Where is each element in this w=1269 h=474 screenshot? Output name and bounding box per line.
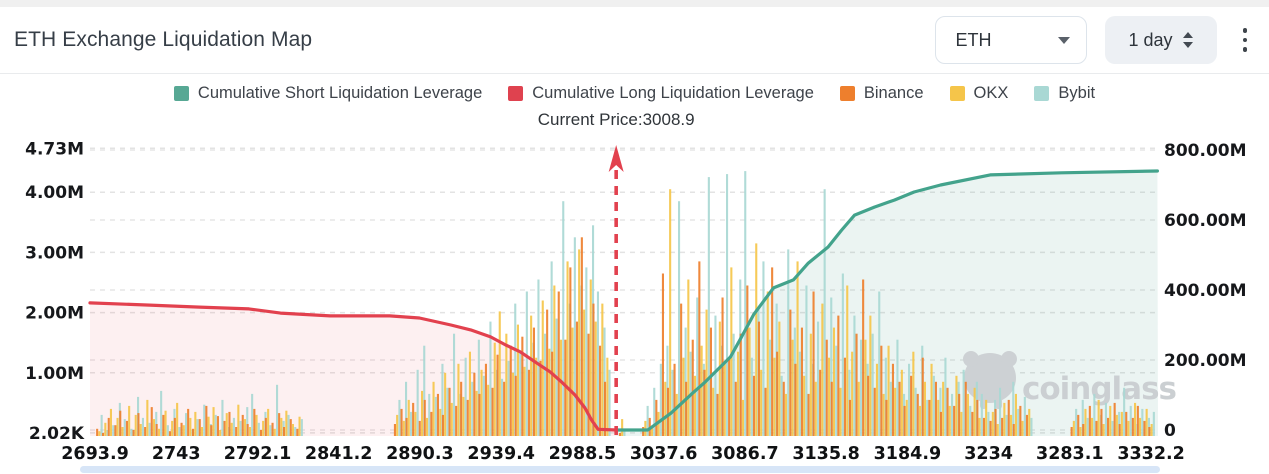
legend-swatch-bybit <box>1034 86 1050 101</box>
svg-text:2.02K: 2.02K <box>29 424 85 444</box>
chevron-up-icon <box>1182 32 1193 38</box>
legend-swatch-long <box>508 86 524 101</box>
more-options-button[interactable] <box>1235 22 1256 58</box>
current-price-marker <box>608 145 624 436</box>
kebab-dot <box>1242 47 1247 52</box>
svg-text:3332.2: 3332.2 <box>1117 444 1185 464</box>
svg-text:400.00M: 400.00M <box>1164 281 1247 301</box>
svg-text:3184.9: 3184.9 <box>874 444 942 464</box>
right-axis-labels: 800.00M 600.00M 400.00M 200.00M 0 <box>1164 141 1247 441</box>
svg-text:2841.2: 2841.2 <box>305 444 373 464</box>
legend-item-okx[interactable]: OKX <box>949 84 1009 103</box>
legend-swatch-binance <box>839 86 855 101</box>
current-price-label: Current Price:3008.9 <box>537 110 695 129</box>
chevron-down-icon <box>1057 36 1070 44</box>
svg-text:2890.3: 2890.3 <box>386 444 454 464</box>
interval-select-value: 1 day <box>1128 29 1173 50</box>
cumulative-lines <box>88 169 1159 432</box>
legend-label: Binance <box>863 84 924 102</box>
svg-text:4.00M: 4.00M <box>25 183 84 203</box>
svg-text:2988.5: 2988.5 <box>549 444 617 464</box>
legend-item-cumulative-short[interactable]: Cumulative Short Liquidation Leverage <box>173 84 483 103</box>
svg-text:2792.1: 2792.1 <box>224 444 292 464</box>
svg-text:4.73M: 4.73M <box>25 139 84 159</box>
symbol-select[interactable]: ETH <box>934 16 1087 64</box>
exchange-bars <box>96 171 1155 437</box>
widget-header: ETH Exchange Liquidation Map ETH 1 day <box>0 7 1269 73</box>
legend-label: Bybit <box>1058 84 1096 102</box>
header-controls: ETH 1 day <box>934 16 1256 64</box>
symbol-select-value: ETH <box>955 29 992 50</box>
svg-text:3234: 3234 <box>964 444 1013 464</box>
top-strip <box>0 0 1269 7</box>
svg-text:0: 0 <box>1164 421 1176 441</box>
svg-text:800.00M: 800.00M <box>1164 141 1247 161</box>
svg-text:3135.8: 3135.8 <box>792 444 860 464</box>
legend-label: Cumulative Long Liquidation Leverage <box>532 84 814 102</box>
svg-text:2939.4: 2939.4 <box>467 444 535 464</box>
svg-text:3283.1: 3283.1 <box>1036 444 1104 464</box>
page-title: ETH Exchange Liquidation Map <box>14 28 313 51</box>
chart-scrollbar[interactable] <box>80 466 1160 473</box>
legend-label: Cumulative Short Liquidation Leverage <box>197 84 483 102</box>
svg-text:3.00M: 3.00M <box>25 243 84 263</box>
svg-text:1.00M: 1.00M <box>25 364 84 384</box>
legend-item-binance[interactable]: Binance <box>839 84 924 103</box>
kebab-dot <box>1242 37 1247 43</box>
left-axis-labels: 4.73M 4.00M 3.00M 2.00M 1.00M 2.02K <box>25 139 85 444</box>
kebab-dot <box>1242 28 1247 33</box>
svg-text:2693.9: 2693.9 <box>61 444 129 464</box>
legend-item-cumulative-long[interactable]: Cumulative Long Liquidation Leverage <box>508 84 814 103</box>
svg-text:2743: 2743 <box>152 444 201 464</box>
chart-legend: Cumulative Short Liquidation Leverage Cu… <box>0 84 1269 103</box>
svg-text:3037.6: 3037.6 <box>630 444 698 464</box>
interval-select[interactable]: 1 day <box>1104 16 1217 64</box>
svg-text:3086.7: 3086.7 <box>711 444 779 464</box>
legend-label: OKX <box>973 84 1009 102</box>
header-divider <box>0 73 1269 74</box>
legend-item-bybit[interactable]: Bybit <box>1034 84 1095 103</box>
x-axis-labels: 2693.9 2743 2792.1 2841.2 2890.3 2939.4 2988.5… <box>61 444 1185 464</box>
svg-text:600.00M: 600.00M <box>1164 211 1247 231</box>
chevron-down-icon <box>1182 42 1193 48</box>
legend-swatch-short <box>173 86 189 101</box>
svg-text:2.00M: 2.00M <box>25 304 84 324</box>
stepper-icon[interactable] <box>1182 32 1193 48</box>
legend-swatch-okx <box>949 86 965 101</box>
svg-text:200.00M: 200.00M <box>1164 351 1247 371</box>
